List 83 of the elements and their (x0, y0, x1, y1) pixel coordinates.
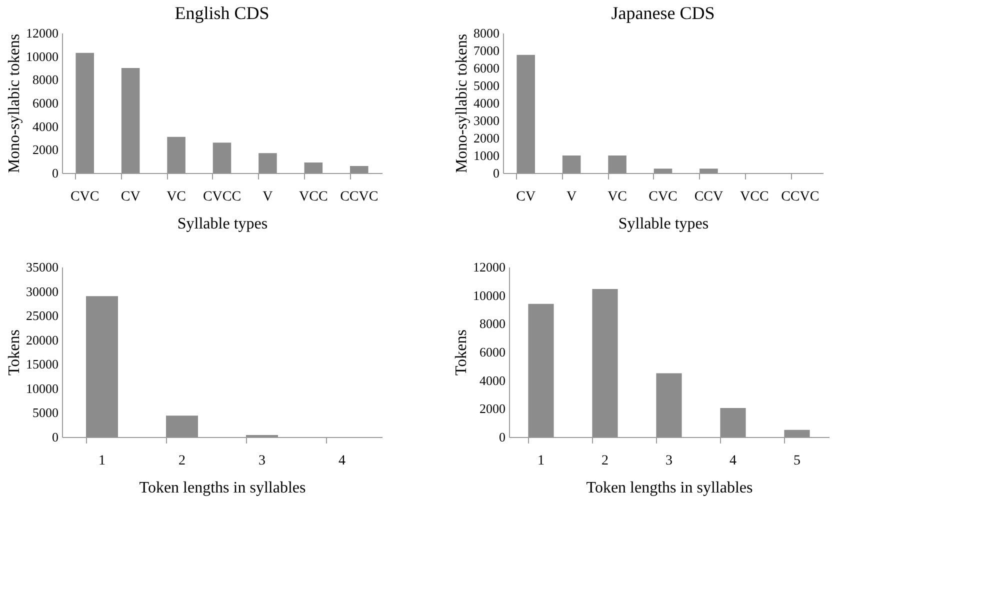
bar (167, 136, 186, 173)
bar (258, 153, 277, 173)
x-tick-label: 1 (98, 454, 106, 468)
x-tick-label: CCV (694, 190, 724, 204)
y-axis-title: Mono-syllabic tokens (6, 34, 23, 174)
x-tick-label: VCC (299, 190, 328, 204)
y-tick-label: 15000 (26, 356, 58, 372)
x-tick-label: 3 (666, 454, 672, 468)
x-tick-label: CVCC (202, 190, 242, 204)
y-tick-label: 3000 (474, 113, 500, 128)
x-tick-label: V (262, 190, 273, 204)
x-axis-title: Syllable types (177, 216, 268, 232)
y-tick-label: 5000 (32, 405, 58, 420)
x-tick-label: CV (516, 190, 536, 204)
bar (304, 162, 323, 173)
bar (608, 156, 626, 173)
y-tick-label: 4000 (480, 372, 506, 388)
x-tick-label: VC (166, 190, 186, 204)
bar (212, 142, 232, 173)
y-tick-label: 1000 (474, 148, 500, 163)
x-tick-label: 2 (602, 454, 608, 468)
y-tick-label: 10000 (26, 48, 58, 64)
x-tick-label: CCVC (340, 190, 378, 204)
y-tick-label: 10000 (26, 380, 58, 396)
y-tick-label: 4000 (474, 96, 500, 110)
x-axis-title: Syllable types (618, 216, 709, 232)
x-tick-label: 1 (538, 454, 544, 468)
y-tick-label: 20000 (26, 332, 58, 348)
y-tick-label: 6000 (474, 60, 500, 76)
y-tick-label: 8000 (480, 316, 506, 332)
x-tick-label: 4 (730, 454, 736, 468)
y-tick-label: 2000 (474, 130, 500, 146)
y-tick-label: 6000 (480, 344, 506, 360)
y-tick-label: 8000 (32, 72, 58, 88)
y-axis-title: Mono-syllabic tokens (454, 34, 470, 174)
x-tick-label: VCC (740, 190, 769, 204)
bar (654, 168, 672, 173)
y-axis-title: Tokens (6, 330, 23, 376)
x-tick-label: 4 (338, 454, 346, 468)
bar (516, 54, 535, 173)
y-tick-label: 35000 (26, 260, 58, 274)
x-tick-label: CV (120, 190, 140, 204)
x-tick-label: CVC (648, 190, 678, 204)
x-tick-label: V (566, 190, 577, 204)
bar (86, 296, 118, 437)
y-tick-label: 10000 (473, 288, 506, 303)
bar (166, 416, 198, 437)
y-tick-label: 12000 (473, 260, 506, 274)
y-tick-label: 8000 (474, 26, 500, 40)
bar (592, 288, 618, 437)
chart-title: English CDS (174, 3, 270, 23)
y-tick-label: 2000 (480, 401, 506, 416)
x-tick-label: CCVC (781, 190, 820, 204)
y-tick-label: 6000 (32, 96, 58, 110)
x-tick-label: CVC (70, 190, 100, 204)
x-axis-title: Token lengths in syllables (139, 480, 306, 496)
y-tick-label: 25000 (26, 308, 58, 324)
y-tick-label: 0 (52, 166, 58, 180)
y-tick-label: 12000 (26, 26, 58, 40)
bar (656, 373, 682, 437)
bar (562, 156, 581, 173)
y-tick-label: 2000 (32, 142, 58, 158)
y-tick-label: 0 (499, 430, 506, 444)
y-tick-label: 0 (52, 430, 58, 444)
y-tick-label: 4000 (32, 118, 58, 134)
bar (76, 52, 94, 173)
x-axis-title: Token lengths in syllables (586, 480, 753, 496)
y-axis-title: Tokens (453, 330, 470, 376)
y-tick-label: 0 (493, 166, 500, 180)
bar (720, 408, 746, 437)
bar (700, 168, 718, 173)
y-tick-label: 30000 (26, 284, 58, 299)
bar (121, 68, 140, 173)
bar (350, 166, 368, 173)
y-tick-label: 7000 (474, 43, 500, 58)
y-tick-label: 5000 (474, 78, 500, 93)
x-tick-label: VC (608, 190, 628, 204)
x-tick-label: 2 (178, 454, 186, 468)
x-tick-label: 3 (258, 454, 266, 468)
bar (528, 304, 554, 437)
bar (784, 430, 810, 437)
x-tick-label: 5 (794, 454, 800, 468)
chart-title: Japanese CDS (611, 3, 715, 23)
